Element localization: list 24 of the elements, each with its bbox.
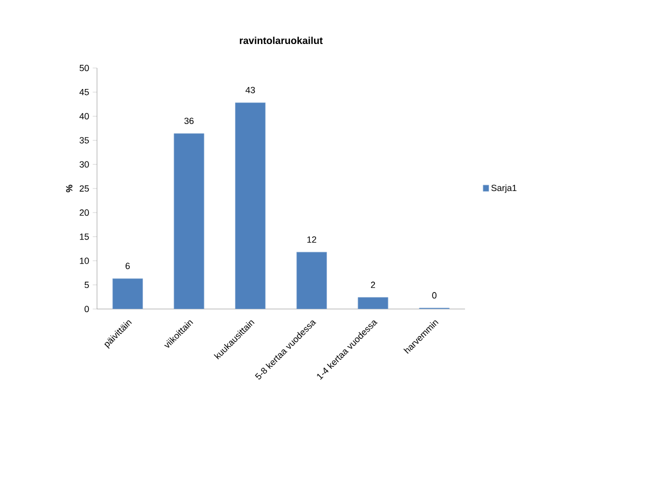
y-tick-label: 45 bbox=[79, 88, 89, 96]
data-label: 6 bbox=[126, 262, 130, 270]
chart-title: ravintolaruokailut bbox=[240, 36, 323, 44]
bar bbox=[296, 252, 327, 309]
y-tick-label: 50 bbox=[80, 64, 89, 72]
y-tick-label: 5 bbox=[84, 282, 89, 288]
y-tick-label: 15 bbox=[80, 234, 89, 240]
y-tick-label: 40 bbox=[79, 113, 89, 120]
data-label: 0 bbox=[432, 292, 436, 299]
y-tick-label: 20 bbox=[80, 209, 89, 216]
y-tick-label: 25 bbox=[80, 185, 89, 192]
y-axis-title: % bbox=[66, 184, 72, 192]
bar bbox=[112, 278, 143, 309]
bar bbox=[174, 133, 204, 309]
y-tick-label: 10 bbox=[80, 258, 89, 264]
data-label: 36 bbox=[184, 118, 194, 124]
legend-label: Sarja1 bbox=[491, 184, 516, 193]
y-tick-label: 30 bbox=[80, 161, 89, 168]
data-label: 12 bbox=[307, 236, 316, 243]
bar bbox=[235, 102, 266, 309]
data-label: 43 bbox=[246, 86, 255, 94]
y-tick-label: 0 bbox=[84, 306, 89, 312]
y-tick-label: 35 bbox=[80, 137, 89, 144]
data-label: 2 bbox=[370, 282, 376, 288]
